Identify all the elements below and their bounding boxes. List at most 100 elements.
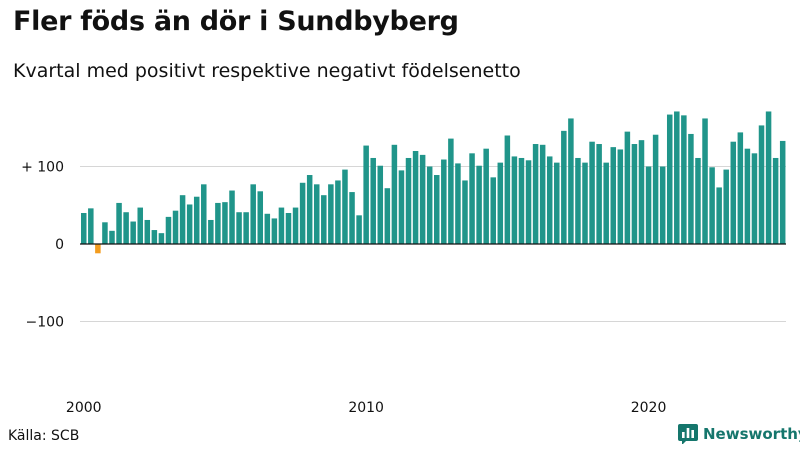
bar [455,163,461,244]
bar [645,166,652,244]
bar [278,207,285,244]
brand-name: Newsworthy [703,425,800,443]
bar [201,184,207,244]
bar [250,184,256,244]
bar [123,212,129,244]
bar [102,222,108,244]
bar [716,187,722,245]
bar [751,153,758,244]
bar [448,138,454,244]
y-axis-ticks: + 100 0 −100 [21,160,64,331]
bar [511,156,518,245]
bar [292,207,299,244]
bar [313,184,320,244]
bar [779,140,786,245]
bar [165,216,172,245]
bar [582,162,588,245]
chart-subtitle: Kvartal med positivt respektive negativt… [13,60,521,82]
x-tick-label: 2000 [66,400,102,416]
bar [88,208,94,244]
bar [158,233,165,244]
bar [412,151,419,244]
bar [419,154,426,245]
bar [561,130,567,244]
bar [116,202,122,245]
bar [554,162,560,245]
bar [638,140,645,244]
bar [236,212,242,244]
bar [441,159,447,244]
bar [109,230,115,244]
x-tick-label: 2010 [348,400,384,416]
bar [384,188,391,244]
bar [370,157,376,244]
bar [257,191,264,244]
y-tick-label: −100 [26,315,64,331]
bar [215,202,221,245]
bar [666,114,673,244]
bar [681,115,687,244]
bar [772,157,779,244]
bar [179,195,186,245]
bar [349,192,355,244]
bar [504,135,511,244]
y-tick-label: 0 [55,237,64,253]
brand-logo[interactable]: Newsworthy [678,424,800,444]
bar [610,147,617,245]
bar [321,195,327,245]
bar [702,118,708,244]
bar [546,156,553,245]
bar [434,175,440,244]
bar [95,244,101,254]
bar [490,177,496,244]
bar [575,157,581,244]
bar [659,166,666,244]
bar [652,134,659,244]
bar [518,157,525,244]
bars [81,111,786,254]
bar [208,219,214,244]
bar [497,162,504,245]
bar [674,111,680,244]
bar [271,218,278,244]
bar [342,169,348,244]
bar [568,118,574,244]
bar [229,190,235,245]
bar [377,165,384,244]
bar [144,219,151,244]
bar [589,141,595,244]
bar [758,125,765,244]
bar [723,169,729,244]
bar [525,160,532,244]
bar [151,230,158,244]
bar [532,144,539,244]
bar [328,184,334,244]
bar [285,213,292,244]
bar [765,111,772,244]
bar [744,148,751,245]
bar [688,133,694,244]
bar [709,167,715,244]
bar [299,182,306,245]
bar [737,132,744,244]
bar [603,162,609,245]
bar [363,145,369,244]
bar [264,213,271,245]
bar [172,210,179,245]
bar [596,144,602,244]
bar [617,149,624,244]
x-tick-label: 2020 [631,400,667,416]
bar [462,180,468,244]
bar [243,212,249,244]
bar [624,131,631,245]
bar [193,196,200,244]
bar [483,148,489,245]
bar [469,153,475,244]
newsworthy-logo-icon [678,424,698,444]
bar [730,141,737,244]
bar [476,165,482,244]
bar [306,175,313,244]
source-note: Källa: SCB [8,428,80,444]
bar [695,157,701,244]
y-tick-label: + 100 [21,160,64,176]
